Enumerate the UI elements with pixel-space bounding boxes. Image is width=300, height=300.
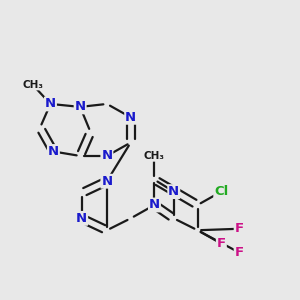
Text: N: N (48, 145, 59, 158)
Text: N: N (76, 212, 87, 225)
Text: N: N (125, 111, 136, 124)
Text: N: N (101, 175, 112, 188)
Text: N: N (45, 98, 56, 110)
Text: F: F (235, 246, 244, 259)
Text: F: F (217, 237, 226, 250)
Text: N: N (168, 185, 179, 198)
Text: N: N (75, 100, 86, 113)
Text: F: F (235, 222, 244, 235)
Text: N: N (149, 199, 160, 212)
Text: Cl: Cl (214, 185, 229, 198)
Text: N: N (101, 149, 112, 162)
Text: CH₃: CH₃ (144, 151, 165, 161)
Text: CH₃: CH₃ (22, 80, 43, 90)
